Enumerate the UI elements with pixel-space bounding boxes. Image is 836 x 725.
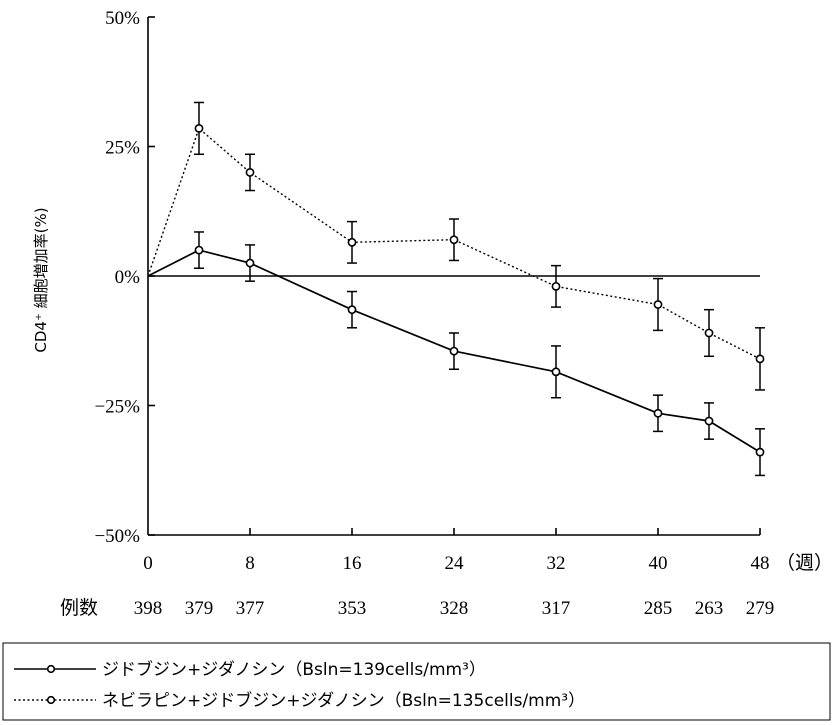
series-solid <box>147 231 765 477</box>
data-point <box>704 416 714 426</box>
legend-entry-dotted: ネビラピン+ジドブジン+ジダノシン（Bsln=135cells/mm³） <box>14 690 585 711</box>
legend-dotted-label: ネビラピン+ジドブジン+ジダノシン（Bsln=135cells/mm³） <box>102 690 585 711</box>
x-tick-label: 0 <box>143 553 153 574</box>
data-point <box>704 328 714 338</box>
data-point <box>245 167 255 177</box>
count-value: 285 <box>644 598 673 619</box>
y-tick-label: −50% <box>94 526 140 547</box>
counts-row: 398 379 377 353 328 317 285 263 279 <box>134 598 775 619</box>
count-value: 353 <box>338 598 367 619</box>
series-line-dotted <box>147 127 761 360</box>
data-point <box>347 305 357 315</box>
axes <box>147 17 760 536</box>
count-value: 377 <box>236 598 265 619</box>
data-point <box>194 123 204 133</box>
x-tick-label: 16 <box>343 553 362 574</box>
data-point <box>653 408 663 418</box>
count-value: 379 <box>185 598 214 619</box>
data-point <box>194 245 204 255</box>
count-value: 263 <box>695 598 724 619</box>
series <box>147 101 765 477</box>
count-value: 279 <box>746 598 775 619</box>
x-tick-label: 48 <box>751 553 770 574</box>
data-point <box>245 258 255 268</box>
y-tick-label: 0% <box>115 267 141 288</box>
legend-entry-solid: ジドブジン+ジダノシン（Bsln=139cells/mm³） <box>14 659 486 680</box>
count-value: 317 <box>542 598 571 619</box>
data-point <box>449 346 459 356</box>
legend-solid-label: ジドブジン+ジダノシン（Bsln=139cells/mm³） <box>102 659 486 680</box>
x-tick-label: 8 <box>245 553 255 574</box>
series-dotted <box>147 101 765 391</box>
data-point <box>347 237 357 247</box>
count-value: 328 <box>440 598 469 619</box>
data-point <box>755 354 765 364</box>
data-point <box>653 300 663 309</box>
y-tick-label: 25% <box>105 138 140 159</box>
legend-solid-marker <box>46 664 56 674</box>
x-tick-label: 24 <box>445 553 465 574</box>
x-ticks: 0 8 16 24 32 40 48 <box>143 528 770 574</box>
y-axis-label: CD4⁺ 細胞増加率(%) <box>32 207 50 352</box>
data-point <box>449 235 459 245</box>
y-tick-label: 50% <box>105 8 140 29</box>
y-tick-label: −25% <box>94 397 140 418</box>
x-tick-label: 40 <box>649 553 668 574</box>
legend: ジドブジン+ジダノシン（Bsln=139cells/mm³） ネビラピン+ジドブ… <box>2 642 831 721</box>
y-ticks: 50% 25% 0% −25% −50% <box>94 8 155 547</box>
data-point <box>755 447 765 457</box>
count-value: 398 <box>134 598 163 619</box>
count-label: 例数 <box>60 597 98 619</box>
legend-dotted-marker <box>46 695 56 705</box>
x-axis-unit: （週） <box>776 552 833 574</box>
x-tick-label: 32 <box>547 553 566 574</box>
data-point <box>551 281 561 291</box>
legend-box <box>2 642 831 721</box>
data-point <box>551 367 561 377</box>
